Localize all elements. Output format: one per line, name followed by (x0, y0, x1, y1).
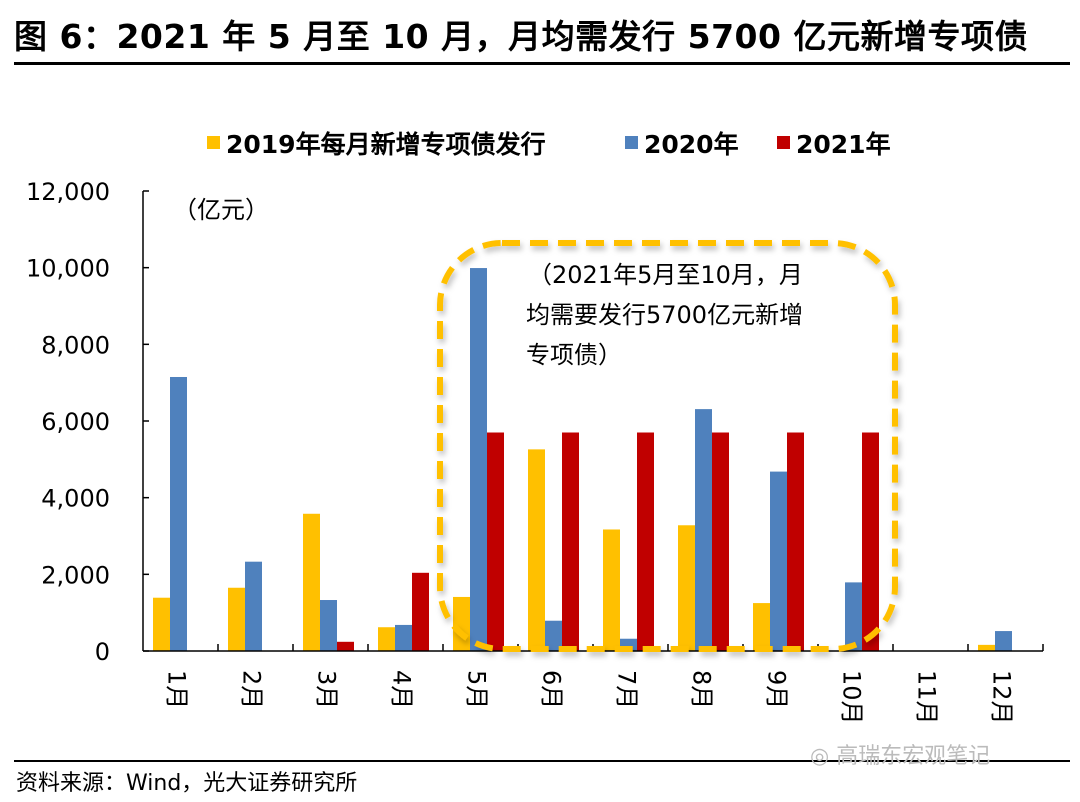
x-tick-label: 11月 (913, 670, 941, 725)
bar-2021年-7月 (637, 432, 654, 651)
x-tick-label: 2月 (238, 670, 266, 709)
bar-2019年每月新增专项债发行-8月 (678, 525, 695, 651)
y-tick-label: 6,000 (41, 408, 110, 436)
y-tick-label: 0 (95, 638, 110, 666)
bar-2021年-3月 (337, 641, 354, 651)
source-divider (14, 760, 1070, 762)
bar-2019年每月新增专项债发行-12月 (978, 644, 995, 651)
bar-2020年-2月 (245, 561, 262, 651)
legend-label-1: 2020年 (644, 130, 739, 159)
watermark: ◎ 高瑞东宏观笔记 (810, 738, 990, 770)
x-axis: 1月 2月 3月 4月 5月 6月 7月 8月 9月 10月 11月 12月 (143, 644, 1044, 725)
y-tick-label: 10,000 (26, 255, 110, 283)
x-tick-label: 8月 (688, 670, 716, 709)
annotation-line-3: 专项债） (526, 341, 622, 369)
wechat-icon: ◎ (810, 744, 837, 769)
bar-2020年-6月 (545, 620, 562, 651)
bars (153, 268, 1012, 651)
bar-2021年-4月 (412, 572, 429, 651)
x-tick-label: 7月 (613, 670, 641, 709)
source-note: 资料来源：Wind，光大证券研究所 (16, 771, 358, 796)
legend-swatch-1 (625, 136, 638, 149)
bar-2020年-3月 (320, 600, 337, 651)
bar-2020年-8月 (695, 409, 712, 651)
legend: 2019年每月新增专项债发行 2020年 2021年 (207, 130, 891, 159)
bar-2019年每月新增专项债发行-1月 (153, 597, 170, 651)
x-tick-label: 4月 (388, 670, 416, 709)
y-tick-label: 8,000 (41, 331, 110, 359)
bar-2020年-5月 (470, 268, 487, 651)
bar-2021年-8月 (712, 432, 729, 651)
bar-2020年-9月 (770, 471, 787, 651)
bar-2021年-6月 (562, 432, 579, 651)
x-tick-label: 10月 (838, 670, 866, 725)
bar-2019年每月新增专项债发行-6月 (528, 449, 545, 651)
y-tick-label: 2,000 (41, 561, 110, 589)
highlight-annotation: （2021年5月至10月，月 均需要发行5700亿元新增 专项债） (437, 240, 898, 652)
bar-2021年-5月 (487, 432, 504, 651)
annotation-line-2: 均需要发行5700亿元新增 (526, 301, 803, 329)
x-tick-label: 6月 (538, 670, 566, 709)
bar-2019年每月新增专项债发行-2月 (228, 587, 245, 651)
y-axis-unit-label: （亿元） (173, 196, 269, 224)
y-tick-label: 12,000 (26, 178, 110, 206)
bar-2019年每月新增专项债发行-5月 (453, 596, 470, 651)
bar-2021年-9月 (787, 432, 804, 651)
highlight-box (437, 240, 898, 652)
bar-2020年-1月 (170, 376, 187, 651)
legend-swatch-2 (777, 136, 790, 149)
title-divider (14, 62, 1070, 65)
x-tick-label: 1月 (163, 670, 191, 709)
bar-2020年-4月 (395, 624, 412, 651)
y-axis: 0 2,000 4,000 6,000 8,000 10,000 12,000 (26, 178, 149, 666)
y-tick-label: 4,000 (41, 485, 110, 513)
x-tick-label: 12月 (988, 670, 1016, 725)
annotation-line-1: （2021年5月至10月，月 (528, 261, 803, 289)
legend-label-0: 2019年每月新增专项债发行 (226, 130, 546, 159)
bar-2020年-10月 (845, 582, 862, 651)
bar-2021年-10月 (862, 432, 879, 651)
bar-2019年每月新增专项债发行-3月 (303, 513, 320, 651)
x-tick-label: 9月 (763, 670, 791, 709)
legend-label-2: 2021年 (796, 130, 891, 159)
bar-2020年-12月 (995, 631, 1012, 651)
x-tick-label: 3月 (313, 670, 341, 709)
watermark-text: 高瑞东宏观笔记 (836, 744, 991, 769)
bar-2019年每月新增专项债发行-7月 (603, 529, 620, 651)
legend-swatch-0 (207, 136, 220, 149)
bar-2019年每月新增专项债发行-4月 (378, 627, 395, 651)
x-tick-label: 5月 (463, 670, 491, 709)
bar-2019年每月新增专项债发行-9月 (753, 603, 770, 651)
figure-title: 图 6：2021 年 5 月至 10 月，月均需发行 5700 亿元新增专项债 (14, 17, 1028, 56)
